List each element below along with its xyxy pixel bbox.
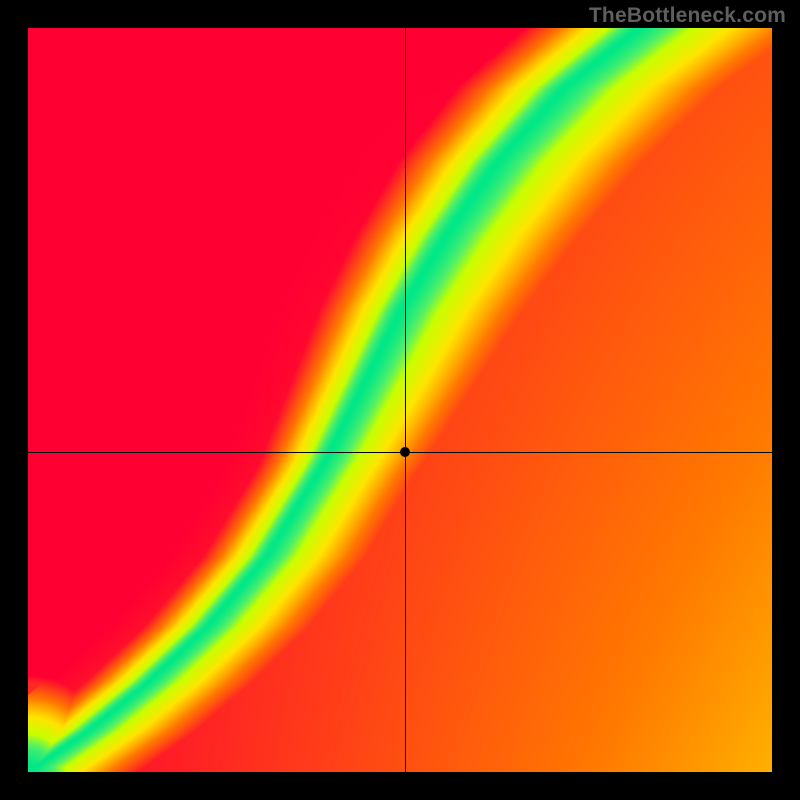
heatmap-plot [28,28,772,772]
heatmap-canvas [28,28,772,772]
watermark-text: TheBottleneck.com [589,4,786,28]
bottleneck-chart: TheBottleneck.com [0,0,800,800]
